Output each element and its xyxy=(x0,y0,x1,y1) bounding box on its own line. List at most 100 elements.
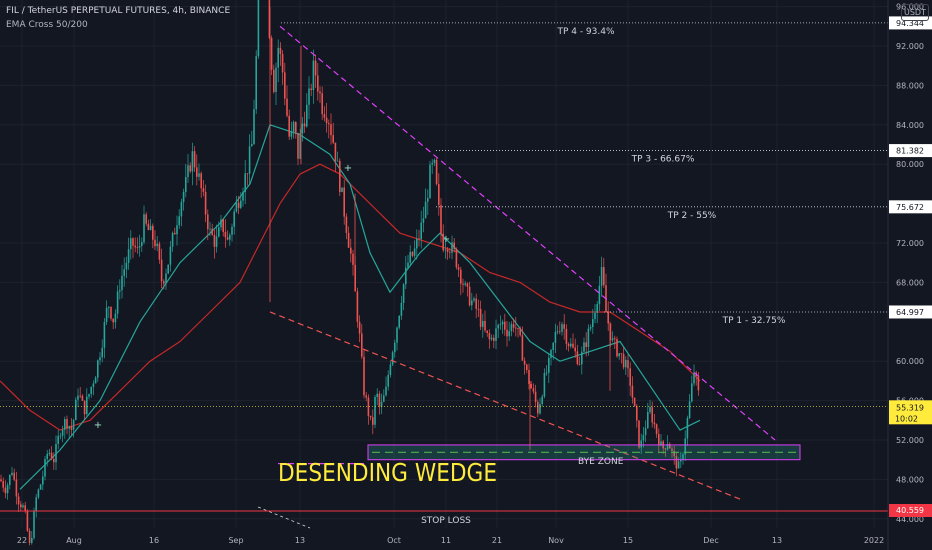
candle-body xyxy=(565,328,568,344)
candle-body xyxy=(31,538,33,543)
candle-body xyxy=(631,385,634,398)
candle-body xyxy=(281,53,284,73)
wedge-upper-line xyxy=(279,25,776,441)
candle-body xyxy=(567,343,570,347)
candle-body xyxy=(94,377,97,384)
candle-body xyxy=(279,47,282,54)
target-price-tag xyxy=(889,305,932,319)
candle-body xyxy=(486,330,488,333)
candle-body xyxy=(658,433,660,446)
candle-body xyxy=(332,135,334,143)
candle-body xyxy=(651,407,653,423)
candle-body xyxy=(488,332,491,340)
candle-body xyxy=(257,0,260,57)
x-tick-label: 13 xyxy=(772,536,782,545)
candle-body xyxy=(310,88,312,91)
candle-body xyxy=(376,393,378,397)
candle-body xyxy=(26,511,29,531)
candle-body xyxy=(152,225,154,240)
target-price-text: 64.997 xyxy=(896,308,924,317)
candle-body xyxy=(39,484,42,490)
candle-body xyxy=(559,331,561,333)
candle-body xyxy=(418,238,420,240)
candle-body xyxy=(587,328,590,347)
candle-body xyxy=(367,397,370,416)
candle-body xyxy=(614,338,616,340)
candle-body xyxy=(508,331,510,337)
candle-body xyxy=(323,114,326,118)
candle-body xyxy=(433,159,436,163)
x-tick-label: Aug xyxy=(66,536,82,545)
candle-body xyxy=(240,200,242,208)
candle-body xyxy=(449,251,451,253)
candle-body xyxy=(136,247,139,249)
candle-body xyxy=(691,383,693,402)
candle-body xyxy=(108,307,110,308)
candle-body xyxy=(427,198,429,202)
candle-body xyxy=(411,251,414,256)
target-price-tag xyxy=(889,16,932,30)
candle-body xyxy=(556,331,559,333)
candle-body xyxy=(141,242,143,246)
candle-body xyxy=(363,356,365,396)
chart-title: FIL / TetherUS PERPETUAL FUTURES, 4h, BI… xyxy=(6,6,231,16)
candle-body xyxy=(185,177,187,192)
candle-body xyxy=(407,262,409,268)
candle-body xyxy=(616,339,618,357)
candle-body xyxy=(446,249,449,252)
candle-body xyxy=(202,188,205,192)
x-tick-label: Oct xyxy=(387,536,401,545)
candle-body xyxy=(611,338,614,341)
candle-body xyxy=(288,115,290,137)
candle-body xyxy=(297,132,299,159)
candle-body xyxy=(154,239,156,247)
candle-body xyxy=(33,511,35,539)
candle-body xyxy=(193,151,196,168)
candle-body xyxy=(9,474,11,486)
candle-body xyxy=(603,267,605,286)
candle-body xyxy=(147,223,150,231)
candle-body xyxy=(11,472,13,475)
candle-body xyxy=(218,227,220,237)
candle-body xyxy=(290,131,293,137)
candle-body xyxy=(693,372,695,384)
candle-body xyxy=(81,395,84,401)
currency-button[interactable]: USDT xyxy=(901,4,929,21)
candle-body xyxy=(207,214,209,230)
price-tags: 94.344 81.382 75.672 64.997 40.559 55.319 10:0… xyxy=(889,16,932,517)
candle-body xyxy=(114,313,117,323)
candle-body xyxy=(314,60,317,76)
candle-body xyxy=(664,448,667,450)
candle-body xyxy=(198,173,200,177)
candle-body xyxy=(435,159,438,185)
buy-zone xyxy=(367,444,801,461)
candle-body xyxy=(438,184,440,206)
candle-body xyxy=(466,283,469,287)
candle-body xyxy=(545,372,548,374)
candle-body xyxy=(251,144,253,147)
candle-body xyxy=(431,162,433,165)
candle-body xyxy=(306,104,308,127)
candle-body xyxy=(336,160,339,162)
current-price-tag xyxy=(889,400,932,425)
candle-body xyxy=(121,275,123,291)
candle-body xyxy=(231,226,233,235)
y-tick-label: 96.000 xyxy=(896,3,924,12)
candle-body xyxy=(125,262,128,270)
y-tick-label: 44.000 xyxy=(896,515,924,524)
candle-body xyxy=(673,450,675,457)
stop-loss-price-tag xyxy=(889,504,932,517)
candle-body xyxy=(209,228,211,230)
candle-body xyxy=(490,337,493,340)
x-tick-label: Dec xyxy=(703,536,718,545)
candle-body xyxy=(328,123,330,125)
candle-body xyxy=(350,247,352,254)
candle-body xyxy=(462,283,464,285)
candle-body xyxy=(325,117,328,124)
candle-body xyxy=(640,440,642,448)
candle-body xyxy=(669,443,671,449)
buy-zone-label: BYE ZONE xyxy=(578,457,624,467)
candle-body xyxy=(273,69,275,92)
candle-body xyxy=(589,327,592,329)
